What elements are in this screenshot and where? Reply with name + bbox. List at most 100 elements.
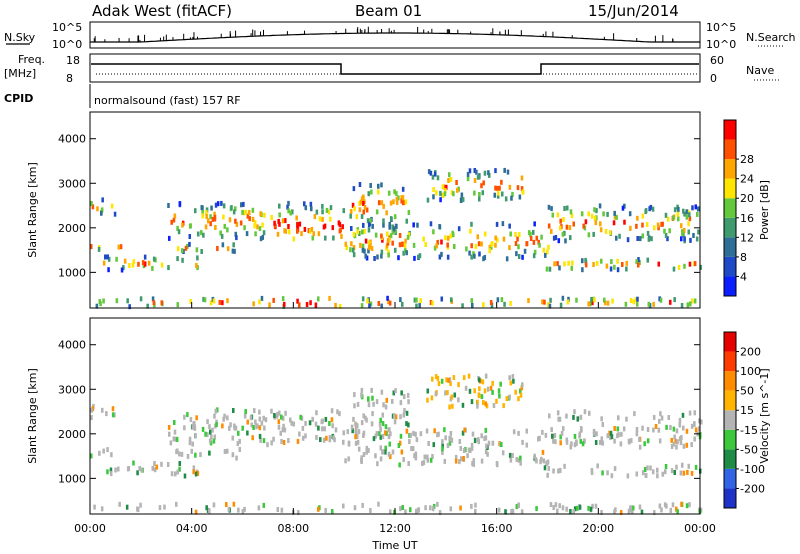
- scatter-cell: [260, 420, 264, 426]
- scatter-cell: [656, 467, 659, 473]
- scatter-cell: [158, 505, 162, 511]
- scatter-cell: [236, 441, 240, 447]
- scatter-cell: [310, 206, 313, 212]
- scatter-cell: [399, 297, 402, 303]
- scatter-cell: [90, 244, 93, 250]
- scatter-cell: [652, 427, 655, 433]
- scatter-cell: [521, 439, 524, 445]
- scatter-cell: [195, 263, 198, 268]
- scatter-cell: [359, 199, 363, 205]
- scatter-cell: [670, 437, 674, 443]
- scatter-cell: [690, 470, 694, 476]
- scatter-cell: [660, 221, 663, 227]
- scatter-cell: [216, 201, 220, 207]
- scatter-cell: [394, 247, 397, 253]
- scatter-cell: [386, 295, 389, 301]
- scatter-cell: [230, 205, 233, 211]
- scatter-cell: [460, 456, 463, 462]
- scatter-cell: [580, 211, 584, 217]
- scatter-cell: [587, 211, 590, 217]
- scatter-cell: [432, 194, 435, 200]
- scatter-cell: [287, 200, 290, 206]
- scatter-cell: [233, 425, 236, 431]
- power-colorbar-tick-label: 4: [740, 270, 747, 283]
- scatter-cell: [578, 431, 582, 437]
- scatter-cell: [350, 226, 353, 231]
- scatter-cell: [593, 207, 596, 213]
- scatter-cell: [259, 236, 263, 242]
- scatter-cell: [550, 228, 553, 234]
- scatter-cell: [466, 453, 469, 459]
- scatter-cell: [328, 295, 331, 301]
- scatter-cell: [361, 229, 364, 235]
- scatter-cell: [225, 502, 228, 507]
- scatter-cell: [388, 300, 392, 306]
- scatter-cell: [147, 260, 151, 266]
- scatter-cell: [370, 421, 374, 427]
- scatter-cell: [322, 437, 326, 443]
- scatter-cell: [644, 473, 648, 478]
- scatter-cell: [317, 296, 320, 302]
- scatter-cell: [570, 441, 573, 447]
- scatter-cell: [518, 194, 522, 200]
- scatter-cell: [545, 266, 549, 272]
- scatter-cell: [253, 223, 256, 229]
- scatter-cell: [127, 466, 131, 471]
- scatter-cell: [100, 210, 103, 216]
- scatter-cell: [529, 236, 533, 241]
- scatter-cell: [685, 428, 689, 434]
- scatter-cell: [568, 225, 572, 231]
- scatter-cell: [610, 473, 614, 479]
- scatter-cell: [502, 403, 505, 409]
- scatter-cell: [136, 506, 139, 512]
- scatter-cell: [323, 426, 326, 432]
- scatter-cell: [583, 409, 587, 415]
- scatter-cell: [181, 248, 184, 254]
- scatter-cell: [242, 201, 245, 207]
- scatter-cell: [314, 302, 318, 308]
- scatter-cell: [417, 254, 421, 260]
- scatter-cell: [459, 445, 463, 451]
- scatter-cell: [590, 470, 594, 475]
- scatter-cell: [465, 246, 468, 252]
- scatter-cell: [591, 503, 594, 509]
- scatter-cell: [435, 243, 438, 249]
- scatter-cell: [277, 424, 281, 430]
- scatter-cell: [429, 300, 433, 305]
- scatter-cell: [673, 434, 676, 440]
- scatter-cell: [344, 241, 348, 247]
- scatter-cell: [514, 232, 517, 237]
- scatter-cell: [508, 245, 511, 251]
- scatter-cell: [690, 423, 694, 429]
- scatter-cell: [542, 458, 546, 464]
- scatter-cell: [521, 254, 524, 260]
- scatter-cell: [573, 506, 577, 512]
- scatter-cell: [470, 442, 474, 448]
- scatter-cell: [360, 303, 364, 309]
- scatter-cell: [389, 200, 393, 206]
- scatter-cell: [490, 242, 493, 248]
- scatter-cell: [399, 506, 402, 512]
- scatter-cell: [244, 209, 248, 215]
- scatter-cell: [482, 400, 485, 405]
- scatter-cell: [388, 224, 391, 230]
- scatter-cell: [550, 206, 553, 212]
- scatter-cell: [519, 388, 522, 394]
- scatter-cell: [488, 172, 491, 178]
- scatter-cell: [290, 420, 293, 426]
- scatter-cell: [216, 407, 219, 413]
- scatter-cell: [137, 261, 140, 267]
- scatter-cell: [635, 471, 639, 477]
- scatter-cell: [559, 302, 563, 308]
- scatter-cell: [251, 216, 255, 222]
- scatter-cell: [362, 201, 365, 206]
- colorbar-swatch: [724, 237, 736, 257]
- scatter-cell: [697, 229, 700, 235]
- scatter-cell: [330, 408, 334, 414]
- scatter-cell: [331, 225, 335, 231]
- scatter-cell: [476, 234, 480, 240]
- scatter-cell: [403, 408, 406, 414]
- scatter-cell: [603, 297, 606, 303]
- power-colorbar-tick-label: 28: [740, 153, 754, 166]
- scatter-cell: [346, 429, 350, 435]
